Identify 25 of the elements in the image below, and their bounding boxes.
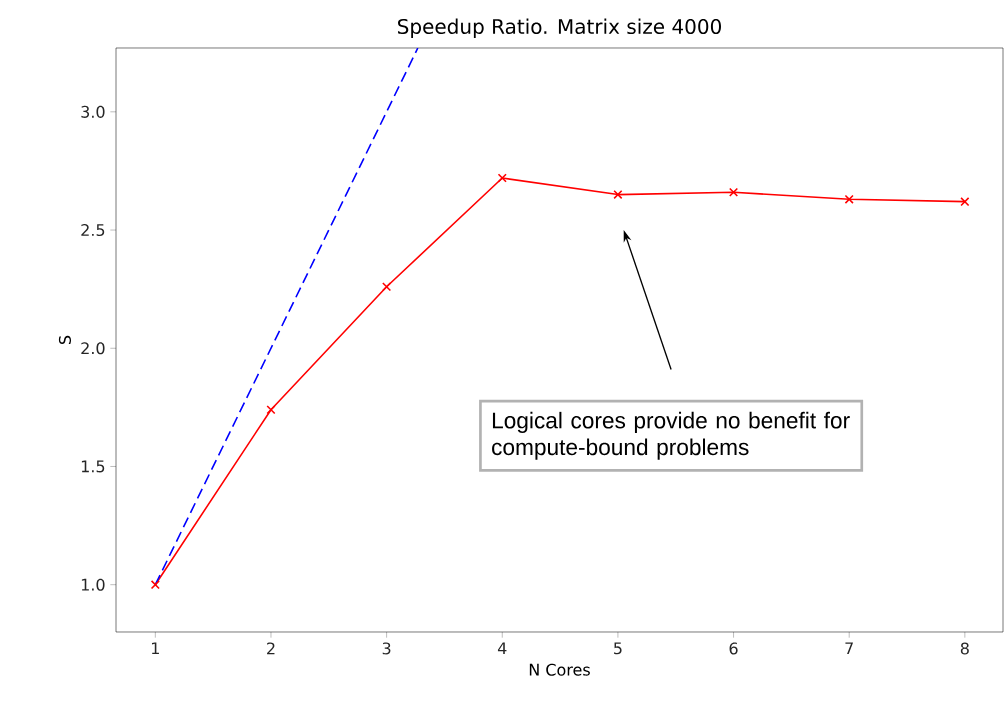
x-tick-label: 5 [614, 642, 622, 655]
point [150, 580, 160, 590]
point [844, 194, 854, 204]
x-tick-label: 6 [729, 642, 738, 655]
point [497, 173, 507, 183]
x-tick-label: 7 [845, 642, 853, 655]
y-tick-label: 3.0 [81, 105, 105, 118]
x-tick-label: 4 [497, 642, 507, 655]
x-tick-label: 2 [267, 642, 275, 655]
point [960, 197, 970, 207]
point [728, 187, 739, 197]
y-tick-label: 2.5 [81, 223, 105, 237]
x-tick-label: 1 [152, 642, 159, 655]
x-tick-label: 3 [382, 642, 391, 655]
y-tick-label: 1.0 [81, 578, 105, 591]
y-tick-label: 2.0 [81, 342, 105, 355]
point [266, 405, 276, 415]
y-axis-title: S [58, 335, 72, 345]
y-tick-label: 1.5 [81, 460, 105, 473]
x-tick-label: 8 [960, 642, 969, 655]
x-axis-title: N Cores [529, 663, 590, 676]
chart-title: Speedup Ratio. Matrix size 4000 [398, 18, 721, 38]
annotation: Logical cores provide no benefit for compute-bound problems [492, 411, 850, 460]
point [613, 190, 623, 200]
point [382, 282, 392, 292]
